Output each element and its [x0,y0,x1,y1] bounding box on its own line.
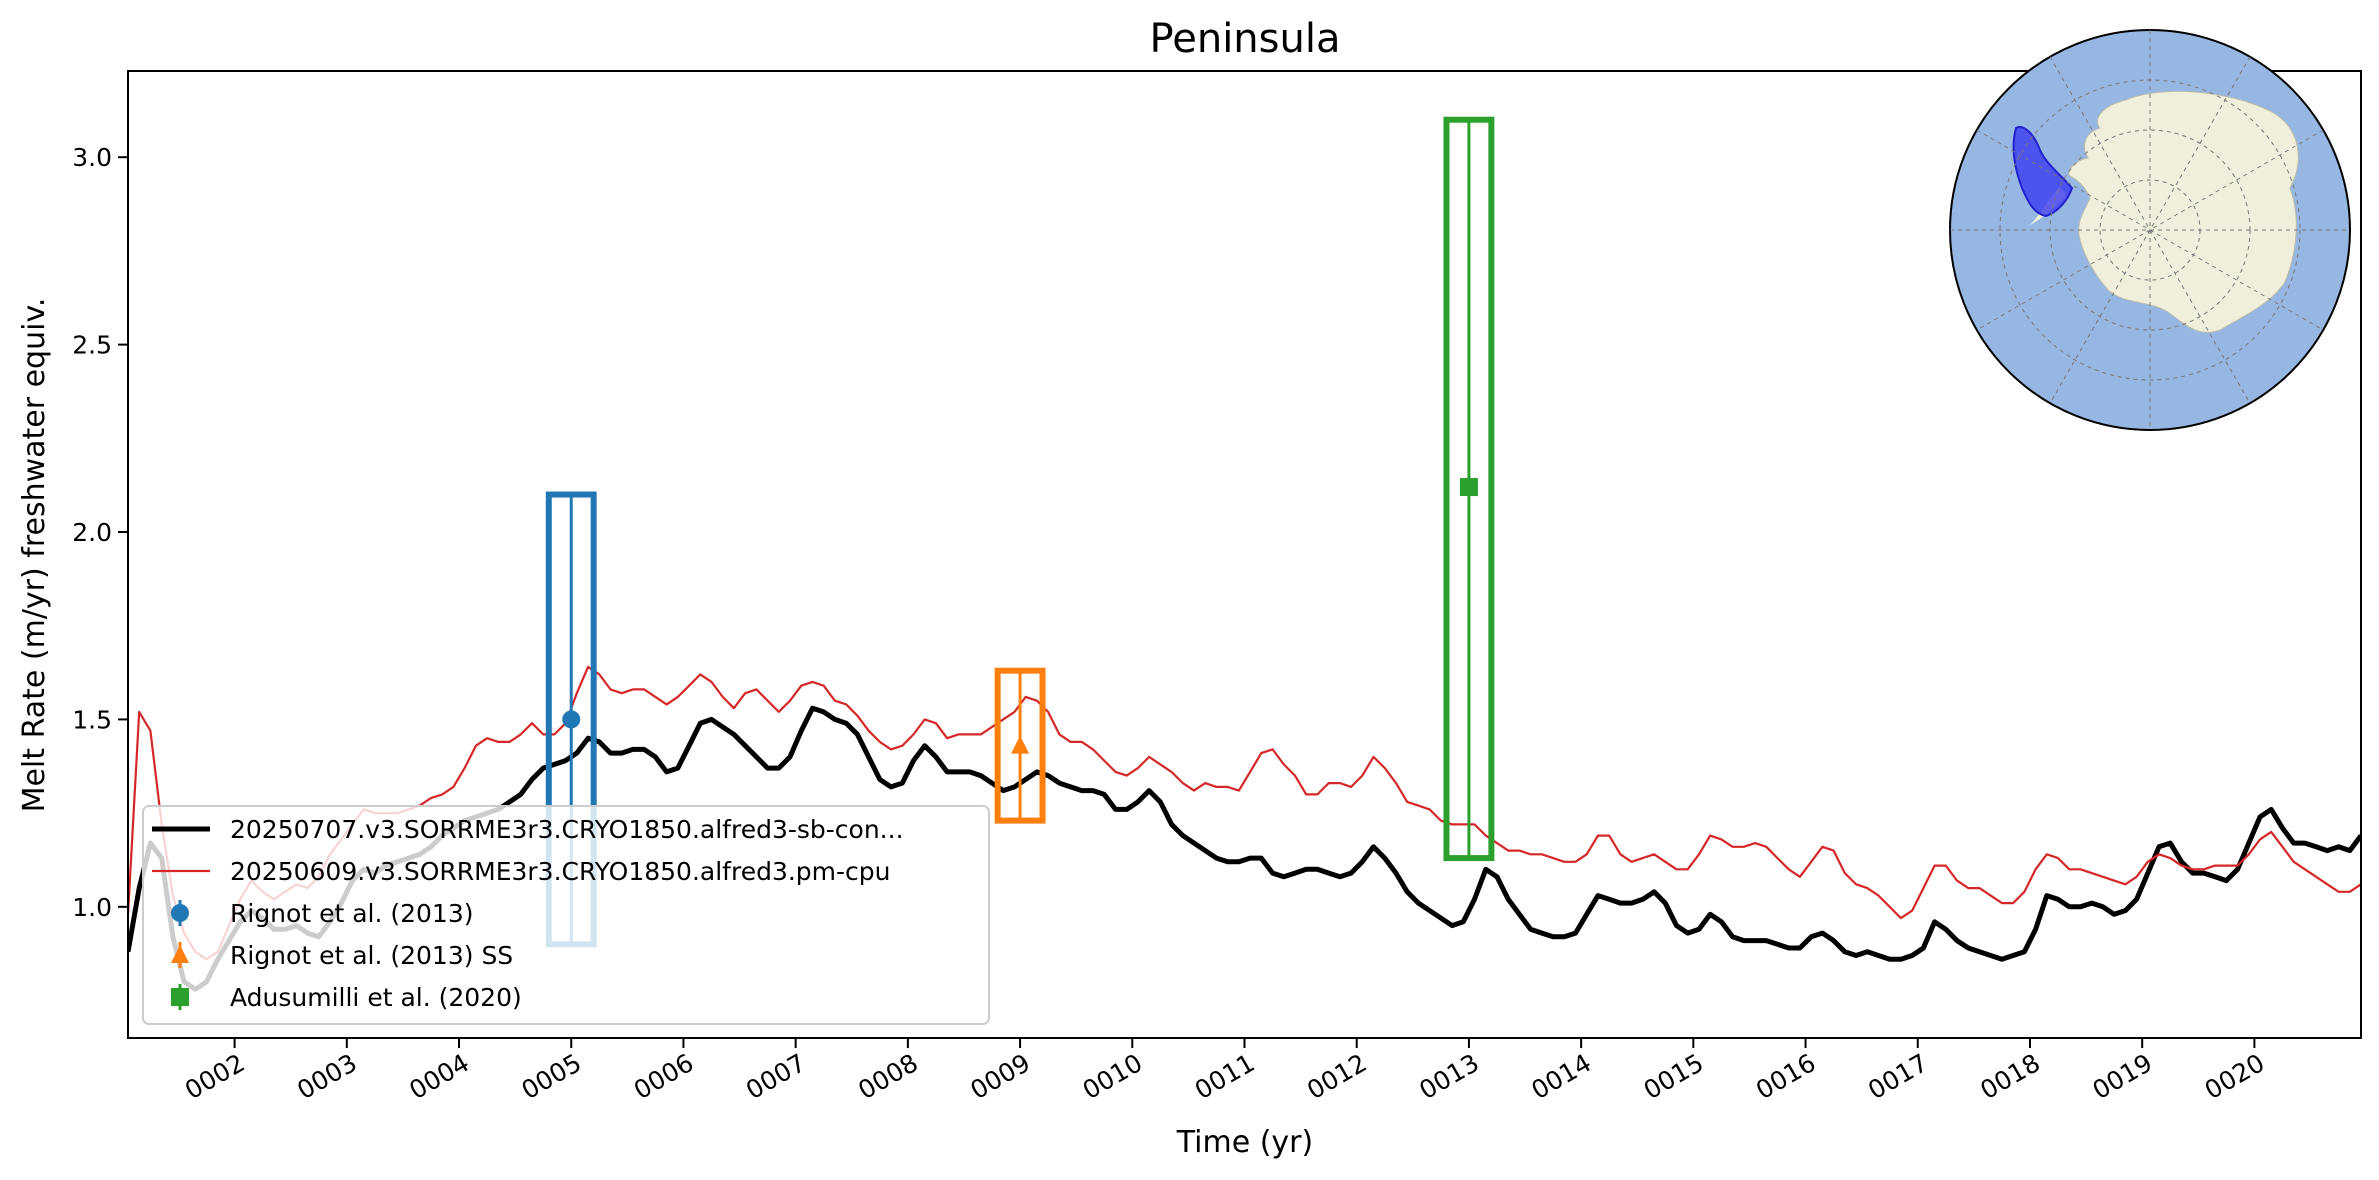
legend-marker-2 [171,904,189,922]
x-tick-label: 0002 [180,1048,250,1105]
x-tick-label: 0012 [1302,1048,1372,1105]
chart-title: Peninsula [1150,16,1341,62]
x-tick-label: 0004 [404,1048,474,1105]
legend-marker-4 [171,988,189,1006]
obs-marker-0 [562,710,581,729]
x-tick-label: 0008 [853,1048,923,1105]
x-tick-label: 0015 [1639,1048,1709,1105]
x-tick-label: 0013 [1414,1048,1484,1105]
x-tick-label: 0020 [2200,1048,2270,1105]
inset-meridian-5 [1976,129,2324,331]
y-tick-label: 1.5 [72,705,112,734]
series-line-1 [128,665,2361,961]
legend-label: Rignot et al. (2013) SS [230,941,513,970]
y-tick-label: 2.5 [72,331,112,360]
x-tick-label: 0010 [1078,1048,1148,1105]
x-tick-label: 0006 [629,1048,699,1105]
antarctica-inset-map [1949,29,2351,431]
plot-area [127,70,2362,1039]
legend-label: Rignot et al. (2013) [230,899,474,928]
x-tick-label: 0016 [1751,1048,1821,1105]
x-tick-label: 0011 [1190,1048,1260,1105]
legend-frame [142,805,990,1025]
inset-peninsula-region [2012,126,2074,218]
x-tick-label: 0019 [2088,1048,2158,1105]
x-tick-label: 0017 [1863,1048,1933,1105]
x-axis-ticks: 0002 0003 0004 0005 0006 0007 0008 0009 0010 0011… [180,1038,2269,1105]
obs-marker-2 [1459,478,1478,497]
x-tick-label: 0005 [517,1048,587,1105]
x-tick-label: 0014 [1527,1048,1597,1105]
legend-label: 20250707.v3.SORRME3r3.CRYO1850.alfred3-s… [230,815,904,844]
y-tick-label: 3.0 [72,143,112,172]
x-tick-label: 0007 [741,1048,811,1105]
y-axis-ticks: 1.0 1.5 2.0 2.5 3.0 [72,143,128,922]
legend-label: 20250609.v3.SORRME3r3.CRYO1850.alfred3.p… [230,857,891,886]
x-axis-label: Time (yr) [1176,1125,1313,1160]
legend: 20250707.v3.SORRME3r3.CRYO1850.alfred3-s… [142,805,990,1025]
legend-label: Adusumilli et al. (2020) [230,983,522,1012]
x-tick-label: 0009 [965,1048,1035,1105]
x-tick-label: 0018 [1975,1048,2045,1105]
y-axis-label: Melt Rate (m/yr) freshwater equiv. [17,298,52,813]
obs-marker-1 [1011,735,1030,754]
x-tick-label: 0003 [292,1048,362,1105]
y-tick-label: 2.0 [72,518,112,547]
y-tick-label: 1.0 [72,893,112,922]
legend-marker-3 [171,945,189,963]
